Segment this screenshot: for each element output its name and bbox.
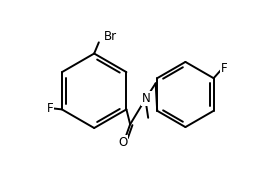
- Text: O: O: [118, 136, 127, 149]
- Text: F: F: [221, 62, 228, 75]
- Text: F: F: [47, 102, 53, 115]
- Text: N: N: [142, 92, 151, 105]
- Text: Br: Br: [104, 30, 117, 43]
